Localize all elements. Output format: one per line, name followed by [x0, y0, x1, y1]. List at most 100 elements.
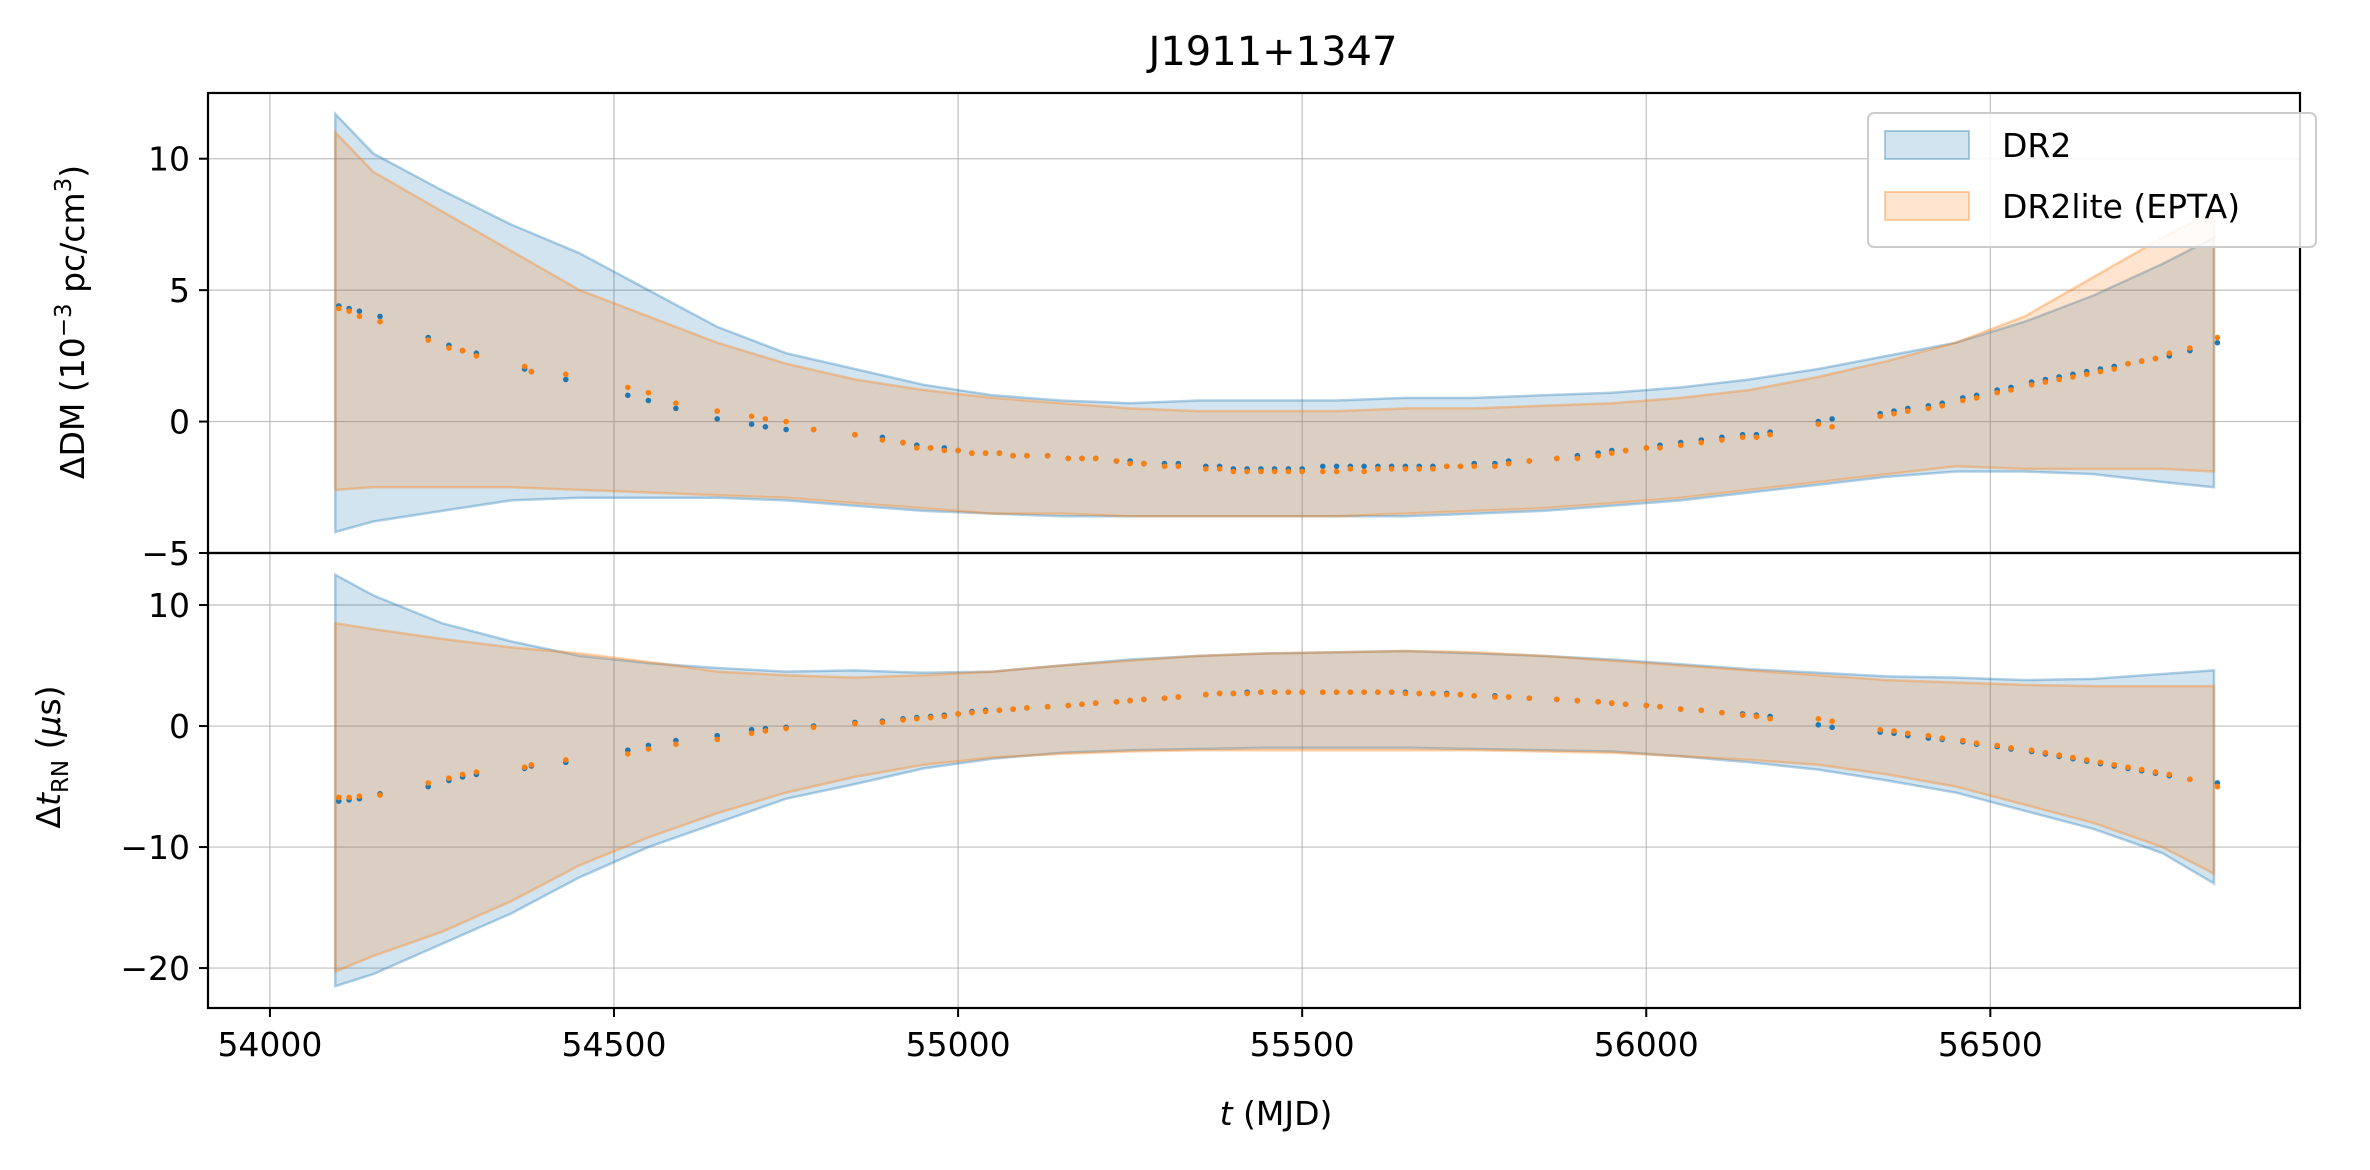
point-dr2lite: [1065, 455, 1071, 462]
point-dr2lite: [1127, 460, 1133, 467]
point-dr2lite: [1643, 445, 1650, 451]
point-dr2lite: [1815, 421, 1822, 428]
point-dr2lite: [1375, 466, 1381, 472]
point-dr2: [1320, 463, 1326, 470]
point-dr2lite: [1044, 452, 1051, 459]
point-dr2lite: [1430, 466, 1436, 472]
point-dr2lite: [459, 771, 466, 778]
x-tick-label: 55000: [906, 1025, 1011, 1064]
point-dr2lite: [852, 720, 858, 727]
point-dr2lite: [473, 353, 480, 359]
point-dr2lite: [336, 794, 342, 801]
point-dr2lite: [1698, 707, 1705, 714]
point-dr2lite: [762, 416, 769, 422]
point-dr2lite: [1127, 697, 1133, 704]
point-dr2lite: [521, 764, 528, 770]
svg-text:ΔtRN (μs): ΔtRN (μs): [29, 685, 74, 828]
point-dr2lite: [900, 439, 906, 446]
point-dr2lite: [377, 318, 383, 325]
point-dr2lite: [1010, 706, 1016, 712]
point-dr2lite: [1767, 716, 1773, 722]
point-dr2lite: [346, 794, 352, 801]
point-dr2lite: [900, 717, 906, 723]
point-dr2lite: [1471, 463, 1477, 470]
point-dr2lite: [2083, 371, 2090, 378]
point-dr2lite: [2028, 382, 2035, 388]
point-dr2lite: [1609, 700, 1615, 706]
point-dr2lite: [1320, 689, 1326, 695]
point-dr2lite: [1092, 455, 1099, 462]
point-dr2lite: [1574, 697, 1581, 704]
point-dr2lite: [521, 363, 528, 370]
point-dr2lite: [1505, 694, 1512, 700]
x-tick-label: 54000: [217, 1025, 322, 1064]
point-dr2lite: [1320, 468, 1326, 475]
point-dr2lite: [1719, 437, 1725, 443]
point-dr2lite: [2214, 334, 2221, 341]
y-tick-label: 5: [169, 271, 190, 310]
point-dr2lite: [459, 347, 466, 354]
point-dr2lite: [783, 725, 789, 732]
point-dr2lite: [1925, 732, 1932, 739]
point-dr2lite: [1719, 709, 1725, 716]
point-dr2lite: [1388, 689, 1395, 695]
x-axis-label-var: t: [1220, 1094, 1234, 1133]
point-dr2: [2214, 339, 2221, 346]
point-dr2lite: [1044, 703, 1051, 710]
point-dr2lite: [1443, 691, 1450, 698]
legend-label-dr2lite: DR2lite (EPTA): [2002, 187, 2240, 226]
x-tick-label: 56500: [1938, 1025, 2043, 1064]
point-dr2lite: [1622, 447, 1629, 454]
ylabel-dm-suffix: ): [53, 165, 92, 178]
point-dr2lite: [1829, 424, 1835, 430]
y-axis-label-dm: ΔDM (10−3 pc/cm3): [51, 165, 92, 479]
point-dr2lite: [969, 450, 975, 456]
point-dr2lite: [1161, 463, 1168, 470]
point-dr2lite: [1430, 690, 1436, 697]
point-dr2lite: [1905, 408, 1911, 414]
point-dr2lite: [927, 445, 934, 451]
point-dr2lite: [425, 337, 432, 343]
point-dr2lite: [941, 447, 948, 454]
point-dr2lite: [1271, 468, 1278, 475]
point-dr2lite: [2008, 387, 2014, 393]
x-tick-label: 55500: [1250, 1025, 1355, 1064]
point-dr2lite: [879, 437, 886, 443]
point-dr2lite: [1024, 705, 1030, 711]
point-dr2lite: [528, 368, 535, 375]
y-tick-label: 10: [148, 586, 190, 625]
point-dr2lite: [1677, 442, 1684, 449]
point-dr2: [783, 426, 789, 433]
point-dr2lite: [1877, 726, 1883, 733]
point-dr2lite: [1141, 460, 1147, 467]
point-dr2lite: [2056, 376, 2062, 383]
point-dr2: [645, 397, 652, 404]
point-dr2lite: [955, 711, 961, 717]
point-dr2lite: [1739, 434, 1746, 441]
point-dr2lite: [1375, 689, 1381, 695]
point-dr2lite: [982, 450, 989, 456]
point-dr2lite: [1299, 689, 1305, 695]
band-dr2: [334, 572, 2216, 988]
point-dr2lite: [1973, 740, 1980, 746]
point-dr2lite: [356, 313, 363, 320]
point-dr2lite: [645, 746, 652, 752]
panel-dm: −5 0 5 10: [141, 91, 2302, 573]
point-dr2lite: [1526, 458, 1533, 464]
point-dr2lite: [2125, 764, 2131, 770]
point-dr2lite: [1443, 463, 1450, 470]
point-dr2lite: [1113, 458, 1120, 464]
point-dr2: [625, 392, 631, 399]
point-dr2lite: [377, 792, 383, 798]
legend: DR2 DR2lite (EPTA): [1867, 112, 2317, 248]
point-dr2lite: [473, 769, 480, 775]
point-dr2lite: [810, 426, 817, 433]
point-dr2lite: [1960, 397, 1966, 404]
point-dr2lite: [1526, 695, 1533, 701]
axes-frame: [206, 551, 2302, 1010]
point-dr2lite: [1402, 690, 1409, 697]
point-dr2lite: [625, 384, 631, 391]
point-dr2: [1333, 463, 1340, 470]
point-dr2lite: [1361, 468, 1367, 475]
point-dr2lite: [955, 447, 961, 454]
